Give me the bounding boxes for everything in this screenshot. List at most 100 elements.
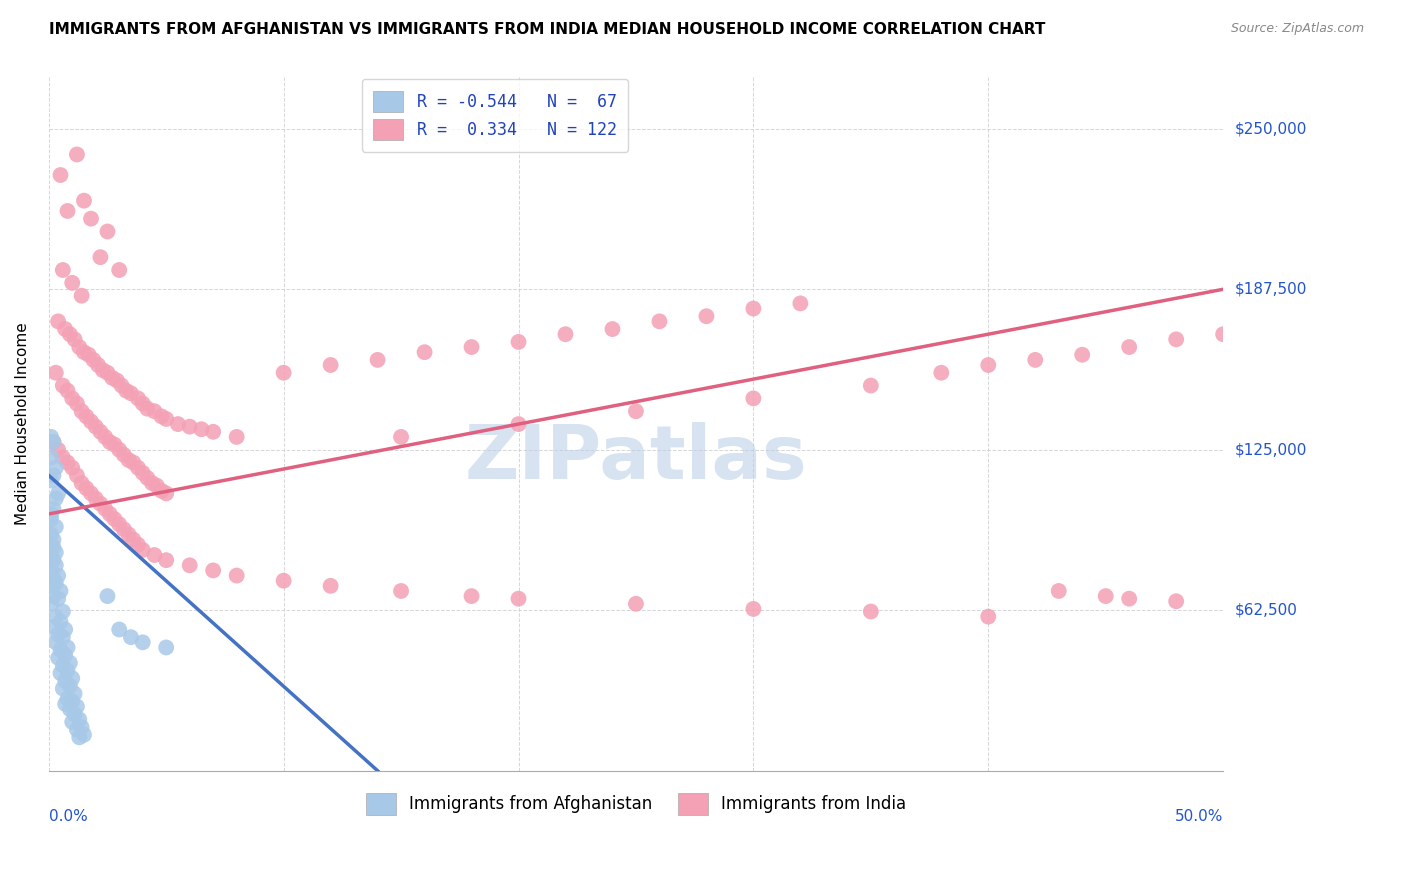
Point	[45, 366, 67, 380]
Point	[120, 386, 142, 401]
Point	[1118, 340, 1140, 354]
Point	[42, 533, 65, 547]
Point	[39, 512, 62, 526]
Point	[624, 597, 647, 611]
Point	[120, 630, 142, 644]
Text: $62,500: $62,500	[1234, 603, 1298, 618]
Point	[56, 664, 79, 678]
Point	[53, 673, 76, 688]
Point	[117, 453, 139, 467]
Point	[46, 650, 69, 665]
Point	[49, 643, 72, 657]
Point	[82, 352, 104, 367]
Y-axis label: Median Household Income: Median Household Income	[15, 323, 30, 525]
Point	[70, 288, 93, 302]
Point	[75, 481, 97, 495]
Point	[179, 558, 201, 573]
Point	[77, 348, 100, 362]
Point	[115, 384, 138, 398]
Point	[75, 409, 97, 424]
Point	[98, 435, 121, 450]
Point	[367, 352, 389, 367]
Point	[389, 430, 412, 444]
Point	[1118, 591, 1140, 606]
Point	[70, 404, 93, 418]
Point	[143, 548, 166, 562]
Point	[80, 415, 103, 429]
Point	[1166, 594, 1188, 608]
Point	[49, 168, 72, 182]
Point	[127, 538, 149, 552]
Point	[1094, 589, 1116, 603]
Point	[45, 545, 67, 559]
Point	[141, 476, 163, 491]
Point	[1166, 332, 1188, 346]
Point	[49, 666, 72, 681]
Point	[155, 640, 177, 655]
Point	[60, 460, 83, 475]
Point	[190, 422, 212, 436]
Point	[39, 474, 62, 488]
Point	[42, 435, 65, 450]
Point	[53, 322, 76, 336]
Point	[60, 276, 83, 290]
Point	[66, 723, 89, 737]
Point	[46, 442, 69, 457]
Point	[46, 486, 69, 500]
Point	[742, 301, 765, 316]
Point	[150, 409, 173, 424]
Point	[460, 340, 482, 354]
Point	[59, 679, 82, 693]
Point	[122, 456, 145, 470]
Point	[53, 648, 76, 662]
Text: $250,000: $250,000	[1234, 121, 1306, 136]
Point	[554, 327, 576, 342]
Point	[60, 694, 83, 708]
Point	[136, 401, 159, 416]
Point	[136, 471, 159, 485]
Point	[73, 345, 96, 359]
Point	[53, 623, 76, 637]
Point	[39, 563, 62, 577]
Point	[39, 430, 62, 444]
Point	[89, 425, 111, 439]
Point	[742, 602, 765, 616]
Point	[42, 620, 65, 634]
Point	[508, 334, 530, 349]
Point	[39, 597, 62, 611]
Text: Source: ZipAtlas.com: Source: ZipAtlas.com	[1230, 22, 1364, 36]
Point	[112, 448, 135, 462]
Point	[110, 378, 132, 392]
Point	[460, 589, 482, 603]
Point	[70, 720, 93, 734]
Point	[60, 671, 83, 685]
Point	[131, 466, 153, 480]
Text: $187,500: $187,500	[1234, 282, 1306, 297]
Point	[63, 332, 86, 346]
Point	[127, 392, 149, 406]
Point	[105, 373, 128, 387]
Point	[319, 579, 342, 593]
Point	[143, 404, 166, 418]
Point	[39, 507, 62, 521]
Point	[45, 491, 67, 506]
Point	[45, 576, 67, 591]
Point	[52, 681, 75, 696]
Point	[39, 527, 62, 541]
Point	[45, 635, 67, 649]
Text: 0.0%: 0.0%	[49, 809, 87, 824]
Point	[42, 571, 65, 585]
Point	[122, 533, 145, 547]
Point	[84, 491, 107, 506]
Point	[70, 476, 93, 491]
Point	[56, 203, 79, 218]
Point	[96, 589, 118, 603]
Point	[96, 366, 118, 380]
Point	[1024, 352, 1046, 367]
Point	[319, 358, 342, 372]
Point	[155, 412, 177, 426]
Point	[56, 640, 79, 655]
Point	[94, 501, 117, 516]
Point	[42, 468, 65, 483]
Point	[45, 609, 67, 624]
